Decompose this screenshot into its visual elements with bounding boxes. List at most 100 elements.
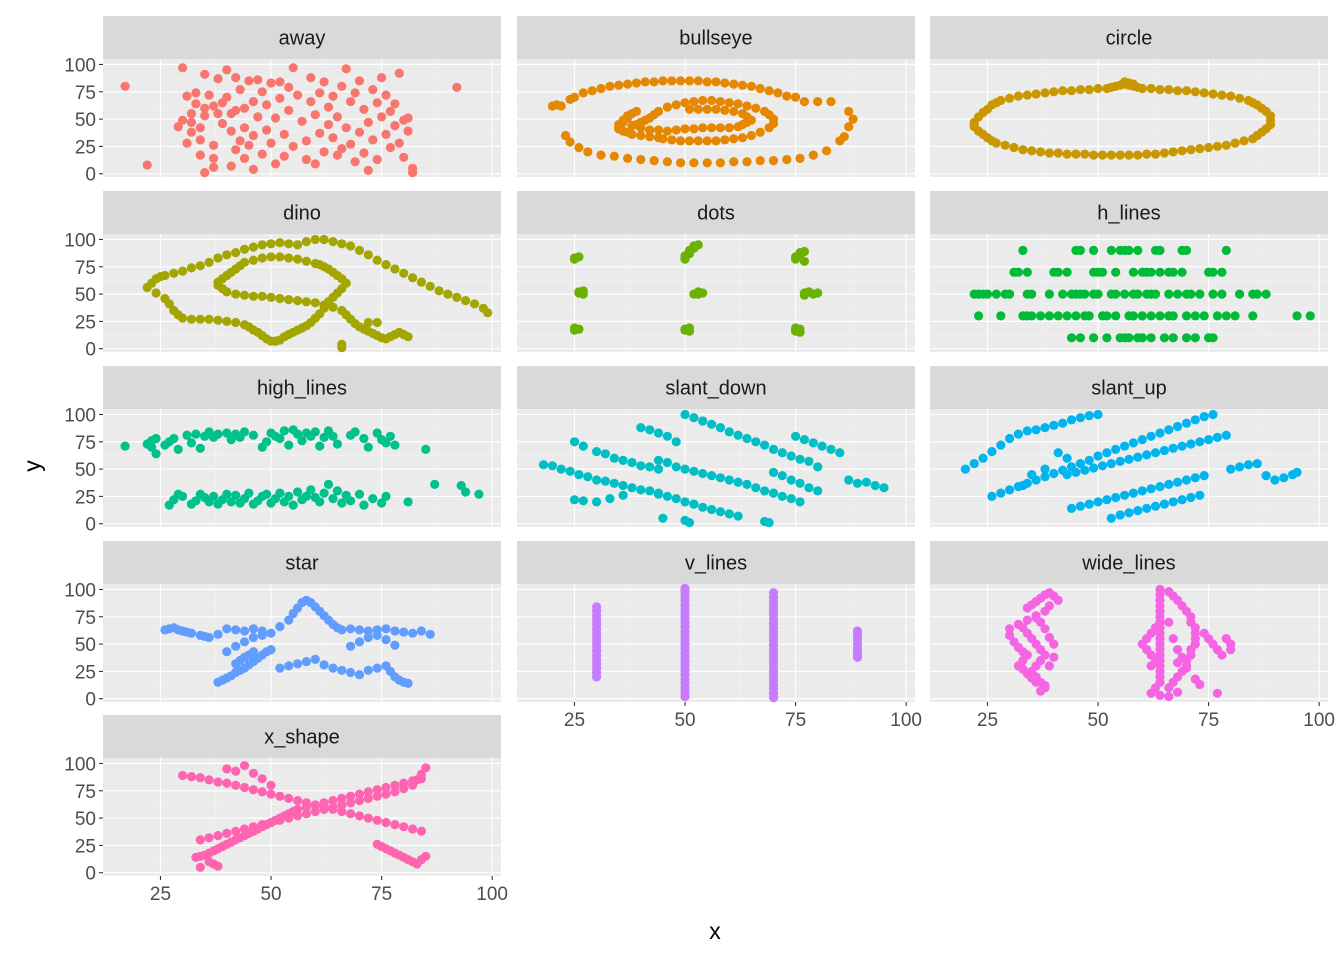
data-point [239, 782, 250, 793]
data-point [720, 135, 730, 145]
data-point [698, 95, 708, 106]
facet-strip-label: x_shape [264, 727, 340, 749]
data-point [275, 488, 285, 498]
data-point [416, 277, 426, 287]
data-point [1173, 645, 1183, 655]
data-point [328, 796, 338, 806]
data-point [627, 483, 637, 493]
data-point [799, 246, 810, 257]
data-point [239, 626, 250, 636]
data-point [707, 419, 717, 429]
data-point [213, 629, 223, 639]
data-point [332, 439, 342, 449]
data-point [169, 268, 179, 278]
data-point [1124, 454, 1134, 464]
data-point [1155, 428, 1165, 438]
data-point [416, 826, 426, 836]
data-point [1133, 506, 1143, 516]
data-point [231, 248, 241, 258]
data-point [306, 97, 316, 107]
data-point [372, 815, 382, 825]
data-point [733, 511, 743, 521]
data-point [978, 453, 988, 463]
data-point [693, 136, 703, 146]
data-point [381, 782, 391, 793]
data-point [1058, 289, 1068, 299]
data-point [569, 495, 580, 505]
data-point [707, 504, 717, 515]
data-point [737, 109, 748, 119]
data-point [1058, 86, 1068, 96]
data-point [1173, 289, 1183, 299]
data-point [1075, 501, 1085, 511]
data-point [288, 63, 298, 73]
data-point [547, 461, 558, 471]
data-point [213, 831, 223, 841]
data-point [653, 464, 664, 474]
data-point [191, 496, 201, 506]
data-point [279, 151, 289, 161]
y-tick-label: 100 [64, 580, 96, 601]
data-point [618, 490, 628, 500]
data-point [1102, 448, 1112, 458]
data-point [569, 323, 580, 333]
data-point [653, 455, 664, 465]
data-point [684, 518, 695, 528]
data-point [1062, 311, 1072, 321]
data-point [1159, 445, 1169, 456]
facet-strip [103, 191, 501, 234]
data-point [1190, 87, 1200, 97]
data-point [204, 257, 214, 267]
data-point [262, 437, 272, 447]
data-point [1031, 89, 1041, 99]
facet-slant_down: slant_down [517, 366, 915, 528]
data-point [1044, 289, 1054, 299]
data-point [1155, 482, 1165, 492]
data-point [363, 632, 373, 643]
x-tick-label: 75 [785, 710, 806, 731]
data-point [231, 73, 241, 83]
data-point [306, 485, 316, 495]
data-point [363, 165, 373, 175]
data-point [574, 142, 584, 153]
data-point [368, 85, 378, 95]
data-point [350, 427, 360, 437]
data-point [1195, 679, 1205, 690]
data-point [1221, 245, 1231, 255]
data-point [1084, 455, 1094, 465]
data-point [1106, 513, 1116, 523]
data-point [1031, 613, 1041, 623]
data-point [813, 486, 823, 496]
data-point [270, 159, 281, 169]
data-point [390, 121, 400, 131]
data-point [222, 287, 232, 297]
data-point [1044, 148, 1054, 158]
data-point [996, 488, 1006, 498]
facet-strip-label: dots [697, 203, 735, 225]
data-point [1093, 83, 1103, 94]
data-point [879, 483, 889, 493]
data-point [222, 647, 232, 657]
facet-strip [103, 16, 501, 59]
data-point [1230, 311, 1240, 321]
data-point [209, 153, 219, 163]
data-point [337, 239, 347, 249]
data-point [293, 296, 303, 306]
data-point [1093, 497, 1103, 507]
data-point [275, 252, 285, 262]
data-point [178, 266, 188, 276]
data-point [306, 73, 316, 83]
data-point [565, 137, 575, 147]
data-point [239, 153, 250, 163]
data-point [689, 413, 699, 423]
data-point [195, 835, 205, 845]
data-point [742, 157, 752, 167]
data-point [1049, 639, 1059, 649]
data-point [742, 101, 752, 111]
data-point [578, 496, 588, 506]
data-point [248, 647, 258, 657]
data-point [346, 667, 356, 678]
data-point [1146, 333, 1156, 343]
data-point [377, 73, 387, 83]
data-point [209, 491, 219, 501]
